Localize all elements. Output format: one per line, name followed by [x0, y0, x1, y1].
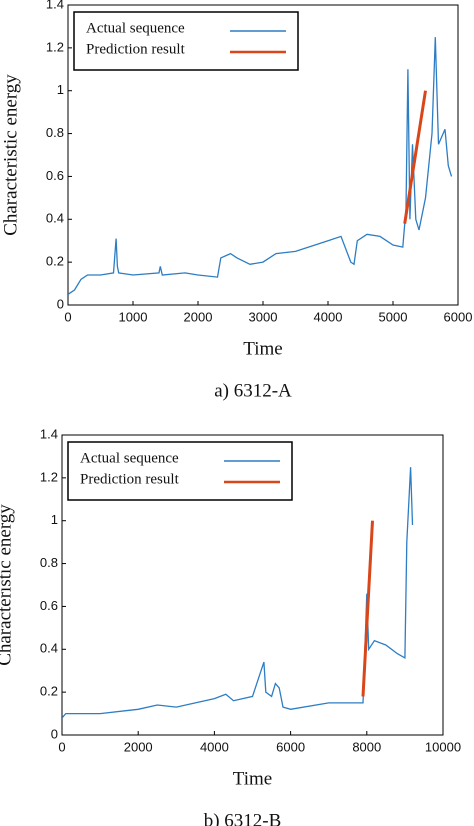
y-tick-label: 0.8: [40, 555, 58, 570]
legend-label: Prediction result: [80, 471, 180, 487]
y-tick-label: 1: [51, 512, 58, 527]
y-tick-label: 0.8: [46, 125, 64, 140]
x-axis-label: Time: [243, 338, 282, 359]
x-tick-label: 5000: [379, 309, 408, 324]
legend-label: Actual sequence: [86, 20, 185, 36]
y-tick-label: 0.2: [40, 684, 58, 699]
y-tick-label: 0.6: [46, 168, 64, 183]
legend-box: [67, 441, 293, 501]
y-tick-label: 0: [51, 726, 58, 741]
x-tick-label: 3000: [249, 309, 278, 324]
x-tick-label: 8000: [352, 739, 381, 754]
y-tick-label: 0.6: [40, 598, 58, 613]
y-tick-label: 0: [57, 296, 64, 311]
chart: 0 1000 2000 3000 4000 5000 6000 0 0.2 0.4 0.6 0.8 1 1…: [0, 0, 472, 401]
y-tick-label: 1.2: [46, 39, 64, 54]
series-line: [403, 90, 427, 224]
y-tick-label: 0.4: [40, 641, 58, 656]
x-tick-label: 0: [58, 739, 65, 754]
y-axis-label: Characteristic energy: [0, 74, 21, 236]
y-tick-label: 0.4: [46, 211, 64, 226]
chart: 0 2000 4000 6000 8000 10000 0 0.2 0.4 0.6 0.8 1 1.2 1…: [0, 426, 461, 826]
x-axis-label: Time: [233, 768, 272, 789]
y-axis-label: Characteristic energy: [0, 504, 15, 666]
y-tick-label: 1.2: [40, 469, 58, 484]
legend-label: Prediction result: [86, 41, 186, 57]
series-line: [361, 520, 374, 697]
x-tick-label: 6000: [276, 739, 305, 754]
x-tick-label: 4000: [200, 739, 229, 754]
y-tick-label: 1.4: [46, 0, 64, 11]
x-tick-label: 2000: [124, 739, 153, 754]
x-tick-label: 4000: [314, 309, 343, 324]
series-line: [68, 37, 453, 295]
y-tick-label: 0.2: [46, 254, 64, 269]
legend-label: Actual sequence: [80, 450, 179, 466]
plot-frame: [67, 4, 459, 306]
x-tick-label: 1000: [119, 309, 148, 324]
x-tick-label: 10000: [425, 739, 461, 754]
caption: b) 6312-B: [204, 810, 282, 826]
x-tick-label: 6000: [444, 309, 473, 324]
x-tick-label: 0: [64, 309, 71, 324]
legend-box: [73, 11, 299, 71]
plot-frame: [61, 434, 444, 736]
y-tick-label: 1: [57, 82, 64, 97]
x-tick-label: 2000: [184, 309, 213, 324]
y-tick-label: 1.4: [40, 426, 58, 441]
caption: a) 6312-A: [214, 380, 292, 401]
series-line: [62, 467, 414, 719]
